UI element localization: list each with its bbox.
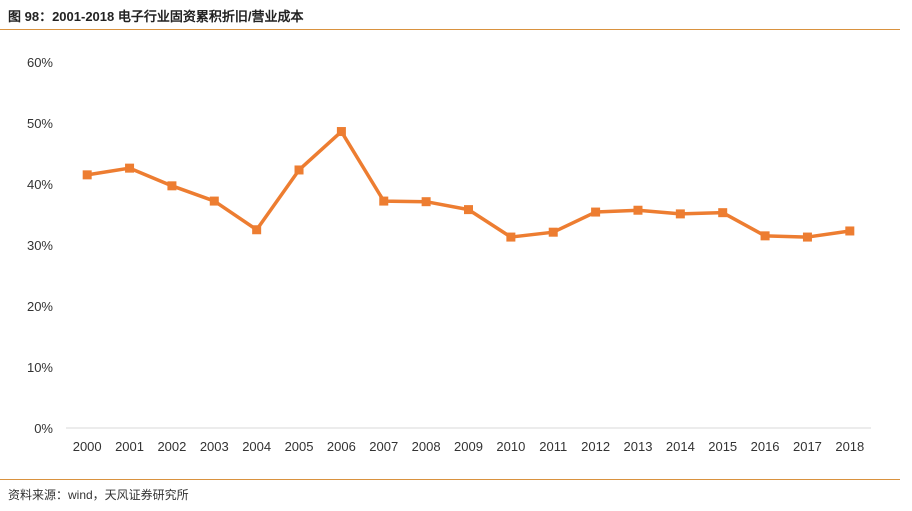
x-tick-label: 2009	[454, 439, 483, 454]
x-tick-label: 2006	[327, 439, 356, 454]
x-tick-label: 2004	[242, 439, 271, 454]
x-tick-label: 2014	[666, 439, 695, 454]
series-layer	[82, 127, 855, 242]
chart-title: 图 98：2001-2018 电子行业固资累积折旧/营业成本	[8, 9, 304, 24]
x-tick-label: 2003	[200, 439, 229, 454]
y-tick-label: 40%	[27, 177, 53, 192]
x-tick-label: 2005	[285, 439, 314, 454]
x-tick-label: 2011	[539, 439, 567, 454]
data-point-marker	[464, 205, 473, 215]
data-point-marker	[633, 205, 643, 215]
y-axis: 0% 10% 20% 30% 40% 50% 60%	[27, 55, 53, 436]
data-point-marker	[167, 181, 177, 191]
source-note: 资料来源：wind，天风证券研究所	[8, 488, 189, 502]
series-line	[85, 129, 852, 239]
title-bar: 图 98：2001-2018 电子行业固资累积折旧/营业成本	[0, 0, 900, 30]
data-point-marker	[252, 225, 262, 235]
data-point-marker	[675, 209, 685, 219]
data-point-marker	[718, 208, 728, 218]
data-point-marker	[421, 197, 431, 207]
line-chart: 0%10%20%30%40%50%60% 2000 2001 2002 2003 200…	[27, 55, 871, 454]
x-tick-label: 2008	[412, 439, 441, 454]
x-tick-label: 2013	[624, 439, 653, 454]
x-tick-label: 2001	[115, 439, 144, 454]
x-tick-label: 2010	[496, 439, 525, 454]
y-tick-label: 50%	[27, 116, 53, 131]
x-tick-label: 2018	[835, 439, 864, 454]
x-tick-label: 2015	[708, 439, 737, 454]
y-tick-label: 30%	[27, 238, 53, 253]
data-point-marker	[82, 170, 92, 180]
data-point-marker	[125, 163, 135, 173]
data-point-marker	[294, 165, 304, 175]
x-tick-label: 2007	[369, 439, 398, 454]
y-tick-label: 10%	[27, 360, 53, 375]
data-point-marker	[845, 226, 855, 236]
x-axis: 2000 2001 2002 2003 2004 2005 2006 2007 2008 2009…	[66, 427, 871, 454]
data-point-marker	[336, 127, 346, 137]
data-point-marker	[591, 207, 601, 217]
y-tick-label: 0%	[34, 421, 53, 436]
data-point-marker	[802, 232, 812, 242]
x-tick-label: 2000	[73, 439, 102, 454]
x-tick-label: 2012	[581, 439, 610, 454]
data-point-marker	[548, 227, 558, 237]
footer-divider	[0, 479, 900, 480]
y-tick-label: 20%	[27, 299, 53, 314]
y-tick-label: 60%	[27, 55, 53, 70]
x-tick-label: 2017	[793, 439, 822, 454]
chart-area: 0% 10% 20% 30% 40% 50% 60% 2000 2001 2002 2003 200…	[0, 30, 912, 478]
x-tick-label: 2002	[157, 439, 186, 454]
data-point-marker	[209, 196, 219, 206]
data-point-marker	[506, 232, 516, 242]
x-tick-label: 2016	[751, 439, 780, 454]
data-point-marker	[379, 196, 389, 206]
data-point-marker	[760, 231, 770, 241]
